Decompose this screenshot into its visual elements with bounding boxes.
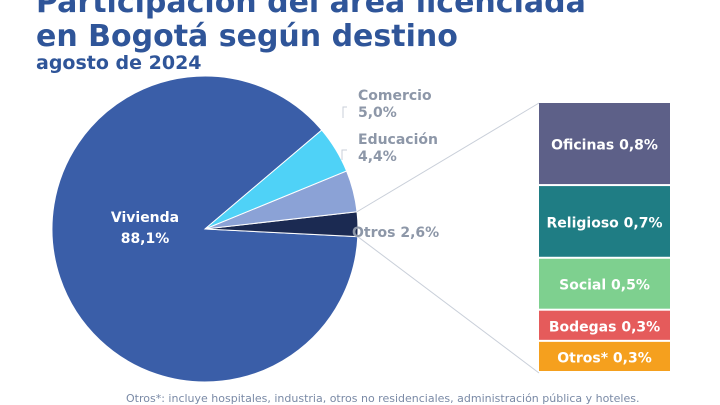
breakdown-bar-bodegas — [539, 310, 670, 340]
pie-value-vivienda: 88,1% — [121, 231, 170, 247]
chart-title-line-1: Participación del área licenciada — [36, 0, 586, 20]
pie-value-comercio: 5,0% — [358, 105, 397, 121]
chart-title-line-2: en Bogotá según destino — [36, 19, 458, 54]
pie-label-otros: Otros 2,6% — [352, 225, 439, 241]
breakdown-bar-otros — [539, 341, 670, 371]
chart-subtitle: agosto de 2024 — [36, 52, 202, 74]
chart-title: Participación del área licenciada en Bog… — [36, 0, 586, 54]
pie-slice-comercio — [204, 129, 348, 230]
breakdown-label-social: Social 0,5% — [559, 278, 650, 294]
breakdown-label-oficinas: Oficinas 0,8% — [551, 138, 658, 154]
pie-label-vivienda: Vivienda — [111, 210, 179, 226]
breakdown-bar-oficinas — [539, 103, 670, 185]
pie-value-educacion: 4,4% — [358, 149, 397, 165]
breakdown-label-otros: Otros* 0,3% — [557, 350, 651, 366]
breakdown-bar-religioso — [539, 186, 670, 257]
pie-label-educacion: Educación — [358, 132, 438, 148]
chart-footnote: Otros*: incluye hospitales, industria, o… — [126, 392, 640, 405]
breakdown-bar-social — [539, 258, 670, 309]
pie-label-comercio: Comercio — [358, 88, 432, 104]
breakdown-label-religioso: Religioso 0,7% — [547, 215, 663, 231]
breakdown-label-bodegas: Bodegas 0,3% — [549, 319, 660, 335]
